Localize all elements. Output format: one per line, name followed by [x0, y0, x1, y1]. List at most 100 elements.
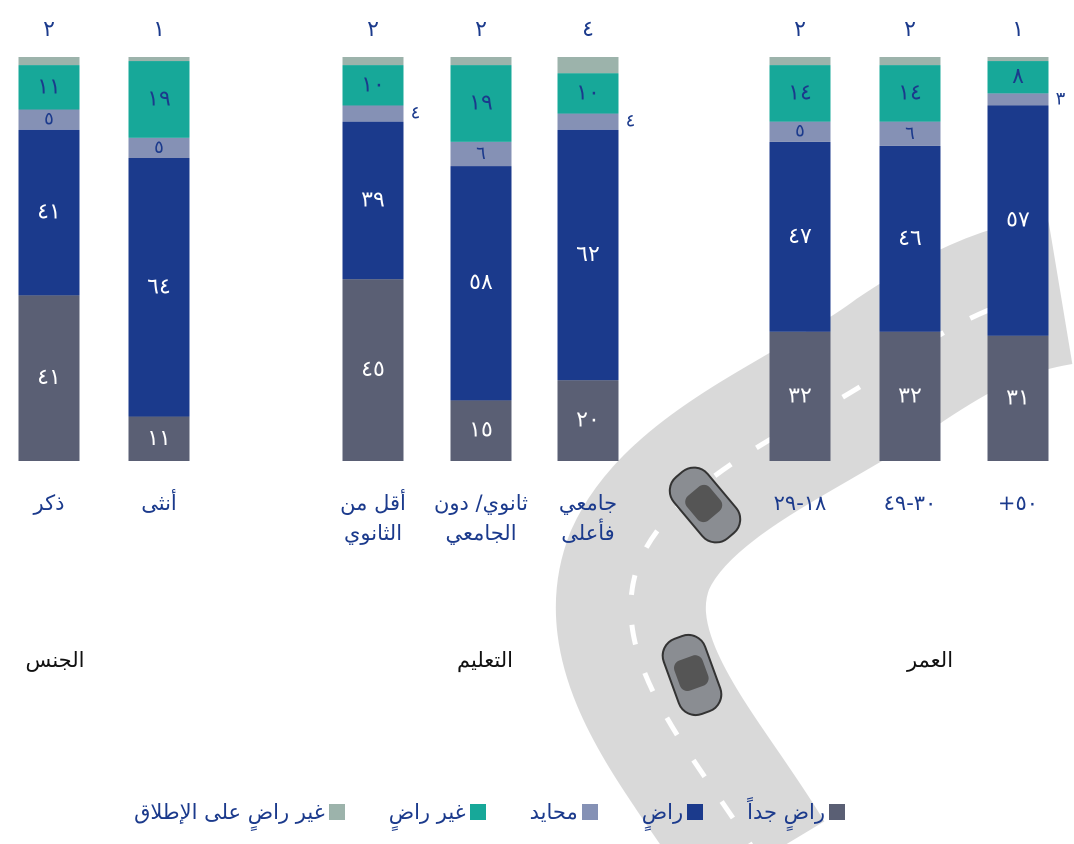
bar-segment [18, 57, 80, 66]
x-tick-label: ٣٠-٤٩ [883, 491, 937, 515]
bar-segment [128, 61, 190, 138]
data-label: ٤ [626, 111, 636, 132]
data-label: ٤ [582, 17, 594, 42]
bars: ٣١٥٧٣٨١٣٢٤٦٦١٤٢٣٢٤٧٥١٤٢٢٠٦٢٤١٠٤١٥٥٨٦١٩٢٤… [18, 17, 1066, 461]
data-label: ١١ [37, 74, 61, 99]
bar-segment [18, 129, 80, 296]
data-label: ١٠ [576, 80, 600, 105]
bar-segment [557, 113, 619, 130]
data-label: ٢ [904, 17, 916, 42]
data-label: ١٥ [469, 418, 493, 443]
bar-segment [342, 121, 404, 280]
group-label: العمر [906, 648, 954, 672]
data-label: ١٩ [469, 90, 493, 115]
road-decoration [555, 216, 1074, 844]
data-label: ١١ [147, 426, 171, 451]
bar-segment [769, 141, 831, 332]
bar-segment [128, 416, 190, 461]
legend-swatch [581, 804, 598, 820]
legend-label: راضٍ [641, 800, 684, 824]
data-label: ٢٠ [576, 408, 600, 433]
group-label: التعليم [457, 648, 513, 672]
data-label: ١٤ [898, 80, 922, 105]
data-label: ٣ [1056, 88, 1066, 109]
bar-segment [769, 57, 831, 66]
bar-segment [342, 65, 404, 106]
bar-segment [879, 331, 941, 461]
data-label: ٨ [1012, 64, 1024, 89]
data-label: ٥٧ [1006, 208, 1030, 233]
legend-item: راضٍ جداً [747, 800, 845, 824]
data-label: ٣١ [1006, 385, 1030, 410]
data-label: ١ [1012, 17, 1024, 42]
data-label: ٤٦ [898, 226, 922, 251]
legend-label: غير راضٍ على الإطلاق [134, 800, 325, 824]
data-label: ٥ [795, 121, 805, 142]
x-tick-label: ذكر [33, 491, 65, 515]
data-label: ٥ [154, 137, 164, 158]
data-label: ١٤ [788, 80, 812, 105]
legend-label: محايد [529, 800, 578, 824]
data-label: ٦٤ [147, 274, 171, 299]
x-tick-label: ٥٠+ [997, 491, 1039, 515]
car [668, 466, 742, 544]
group-label: الجنس [25, 648, 85, 672]
legend-item: محايد [530, 800, 598, 824]
data-label: ٦٢ [576, 242, 600, 267]
legend-item: غير راضٍ على الإطلاق [134, 800, 345, 824]
bar-segment [450, 65, 512, 142]
bar-segment [987, 335, 1049, 461]
bar-segment [879, 65, 941, 122]
bar-segment [450, 400, 512, 461]
bar-segment [557, 73, 619, 114]
bar-segment [450, 166, 512, 401]
road-center-line [628, 287, 1061, 844]
data-label: ٦ [476, 143, 486, 164]
bar-segment [342, 57, 404, 66]
data-label: ٢ [794, 17, 806, 42]
bar-segment [879, 121, 941, 146]
bar-segment [128, 158, 190, 417]
legend: راضٍ جداً راضٍ محايد غير راضٍ غير راضٍ على ا… [134, 800, 845, 824]
bar-segment [557, 129, 619, 381]
legend-item: راضٍ [641, 800, 704, 824]
bar-segment [557, 380, 619, 461]
data-label: ٤ [411, 103, 421, 124]
data-label: ٥ [44, 109, 54, 130]
bar-segment [769, 331, 831, 461]
data-label: ٤٥ [361, 357, 385, 382]
data-label: ١٠ [361, 72, 385, 97]
data-label: ٣٢ [788, 383, 812, 408]
legend-label: غير راضٍ [388, 800, 466, 824]
legend-swatch [469, 804, 486, 820]
bar-segment [987, 105, 1049, 336]
bar-segment [18, 65, 80, 110]
bar-segment [987, 57, 1049, 62]
bar-segment [450, 57, 512, 66]
data-label: ٣٩ [361, 187, 385, 212]
bar-segment [769, 121, 831, 142]
bar-segment [128, 57, 190, 62]
legend-swatch [829, 804, 845, 820]
bar-segment [987, 61, 1049, 94]
data-label: ٢ [475, 17, 487, 42]
bar-segment [18, 295, 80, 461]
bar-segment [128, 137, 190, 158]
x-tick-label: أقل من الثانوي [340, 491, 406, 545]
bar-segment [987, 93, 1049, 106]
legend-label: راضٍ جداً [747, 800, 825, 824]
data-label: ١٩ [147, 86, 171, 111]
data-label: ١ [153, 17, 165, 42]
x-tick-label: جامعي فأعلى [558, 491, 618, 545]
bar-segment [450, 141, 512, 167]
bar-segment [557, 57, 619, 74]
data-label: ٥٨ [469, 270, 493, 295]
data-label: ٦ [905, 123, 915, 144]
data-label: ٤٧ [788, 224, 812, 249]
data-label: ٢ [367, 17, 379, 42]
x-tick-label: ثانوي/ دون الجامعي [433, 491, 529, 545]
data-label: ٣٢ [898, 383, 922, 408]
bar-segment [342, 105, 404, 122]
